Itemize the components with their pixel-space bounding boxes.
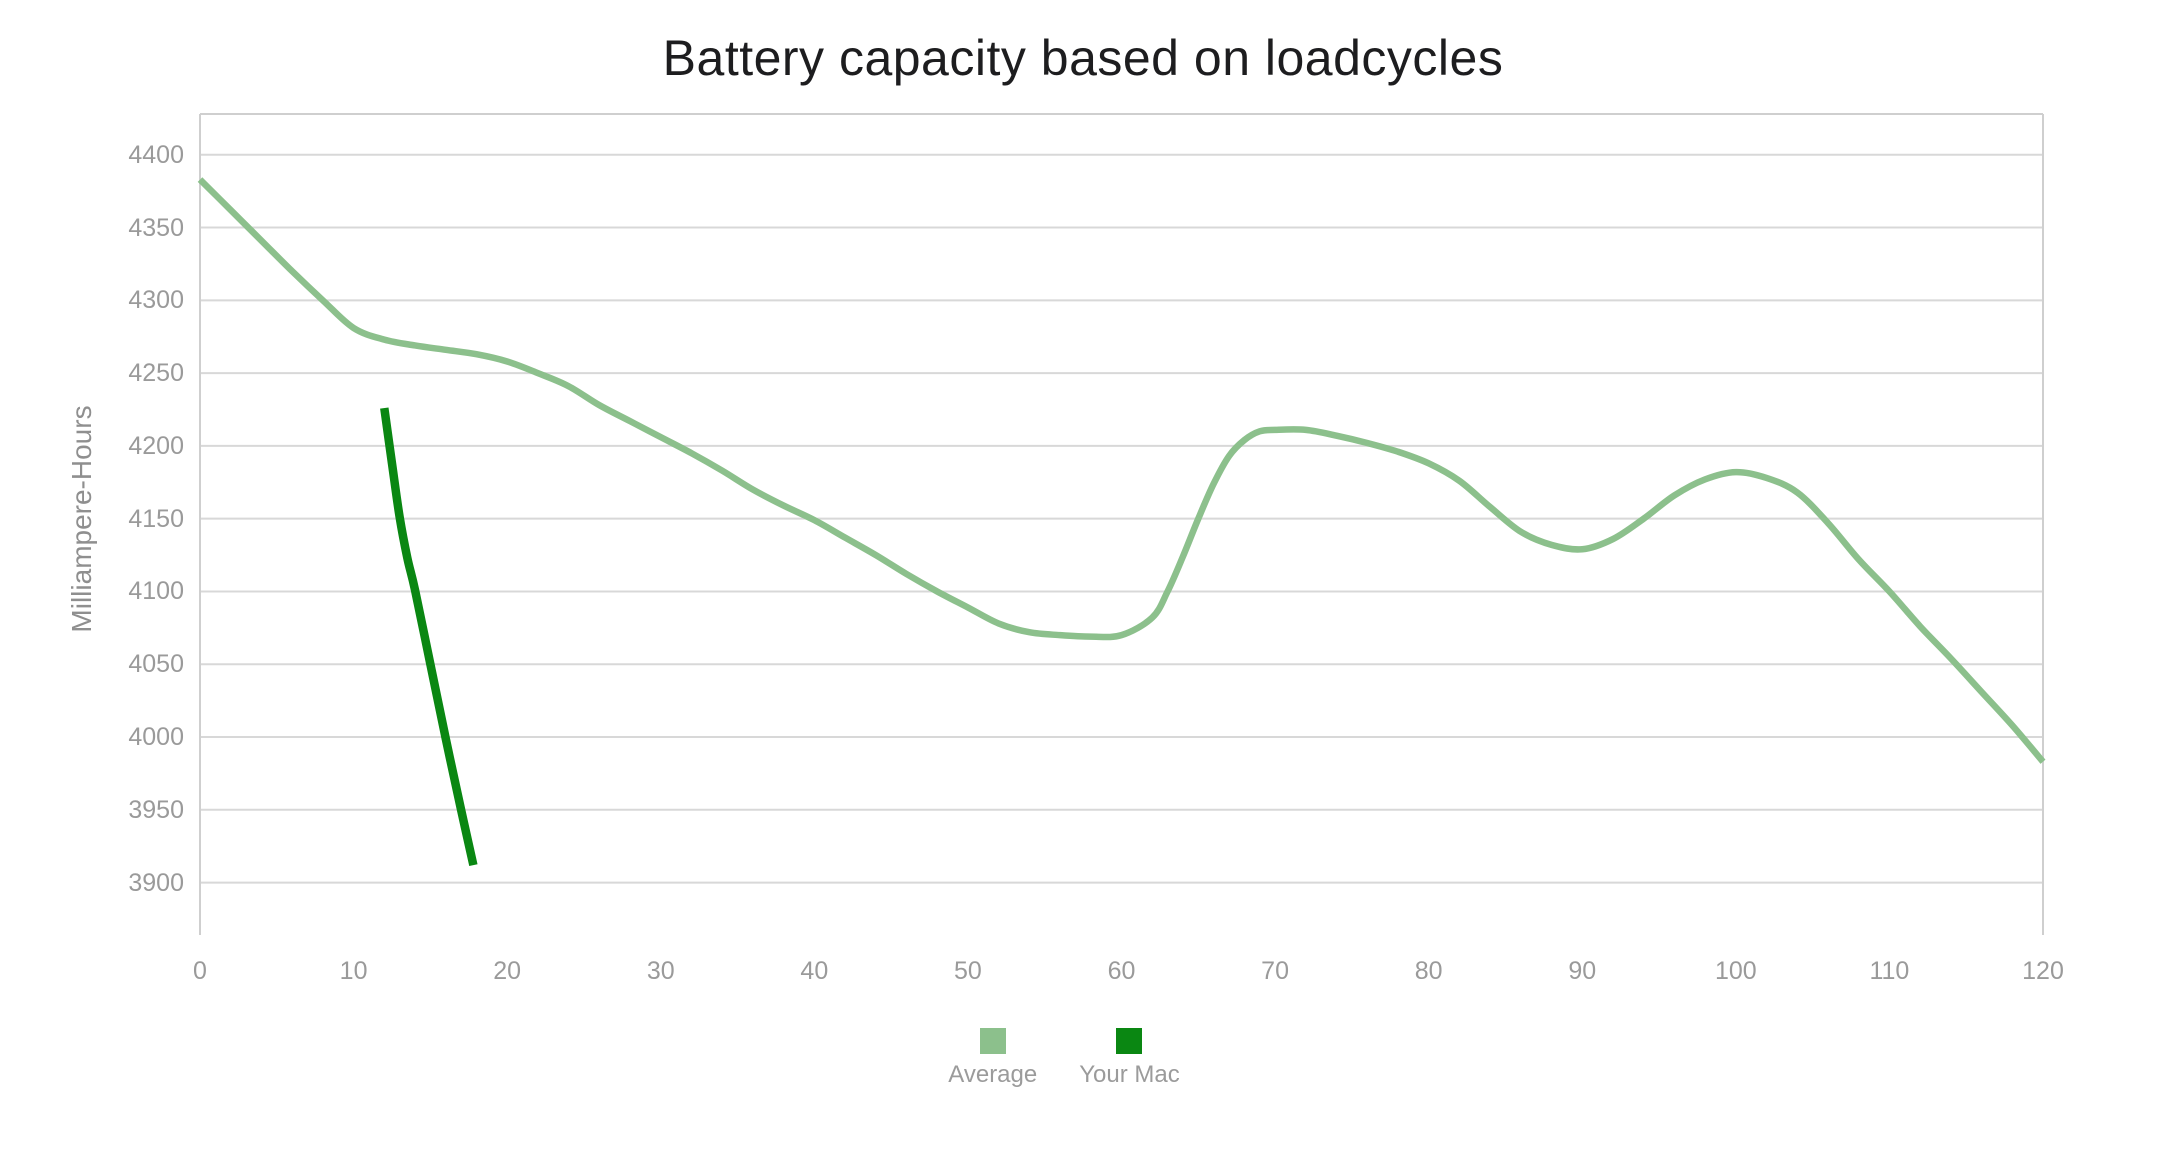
y-tick-label: 4250 bbox=[128, 359, 184, 388]
y-tick-label: 4200 bbox=[128, 431, 184, 460]
x-tick-label: 70 bbox=[1261, 957, 1289, 985]
x-tick-label: 120 bbox=[2022, 957, 2064, 985]
x-tick-label: 100 bbox=[1714, 957, 1757, 985]
x-tick-label: 60 bbox=[1107, 957, 1136, 985]
plot-canvas bbox=[197, 113, 2046, 935]
x-tick-label: 30 bbox=[646, 957, 675, 985]
x-tick-label: 50 bbox=[954, 957, 982, 985]
legend-swatch-icon bbox=[979, 1028, 1006, 1054]
your-mac-line bbox=[380, 407, 478, 867]
x-tick-label: 90 bbox=[1568, 957, 1597, 985]
plot-area bbox=[197, 113, 2046, 935]
legend-item-your-mac: Your Mac bbox=[1079, 1028, 1180, 1089]
x-tick-label: 20 bbox=[493, 957, 522, 985]
average-line bbox=[197, 177, 2046, 764]
legend-swatch-icon bbox=[1116, 1028, 1143, 1054]
legend-label: Your Mac bbox=[1079, 1061, 1180, 1088]
chart-legend: Average Your Mac bbox=[0, 1028, 2147, 1089]
y-tick-label: 4150 bbox=[128, 504, 184, 533]
x-tick-label: 110 bbox=[1869, 957, 1910, 985]
legend-item-average: Average bbox=[948, 1028, 1037, 1089]
y-tick-label: 4400 bbox=[128, 140, 184, 169]
y-tick-label: 4000 bbox=[128, 723, 184, 752]
x-tick-label: 0 bbox=[193, 957, 207, 985]
y-tick-label: 4050 bbox=[128, 650, 184, 679]
y-tick-label: 4300 bbox=[128, 286, 184, 315]
chart-title: Battery capacity based on loadcycles bbox=[662, 30, 1504, 86]
y-tick-label: 3900 bbox=[128, 868, 184, 897]
legend-label: Average bbox=[948, 1061, 1038, 1088]
y-tick-label: 4350 bbox=[128, 213, 184, 242]
x-tick-label: 10 bbox=[339, 957, 368, 985]
x-tick-label: 40 bbox=[800, 957, 829, 985]
x-tick-label: 80 bbox=[1414, 957, 1443, 985]
y-tick-label: 4100 bbox=[128, 577, 184, 606]
y-tick-label: 3950 bbox=[128, 795, 184, 824]
